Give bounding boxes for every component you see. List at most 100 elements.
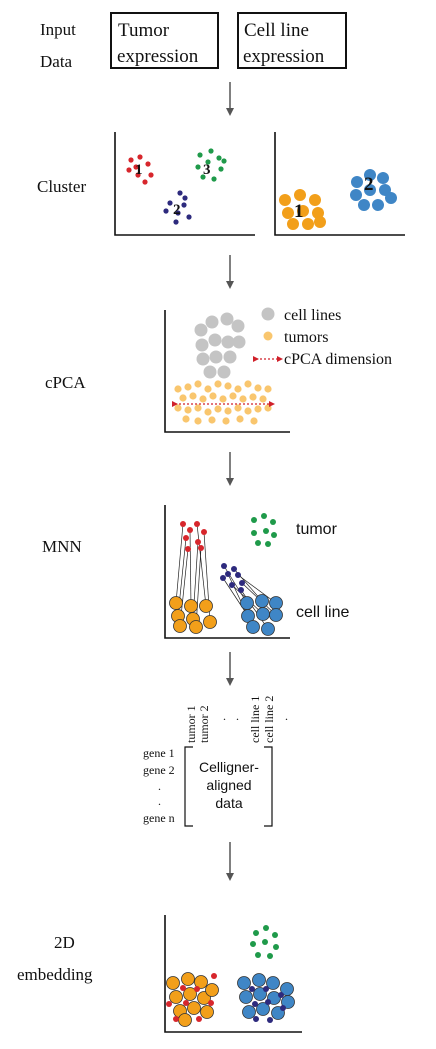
mnn-tumor-label: tumor: [296, 521, 338, 538]
cluster-orange-point-6: [312, 207, 324, 219]
cluster-left-number-1: 1: [135, 162, 143, 178]
column-header-cell-line-1: cell line 1: [248, 696, 262, 743]
mnn-orange-points: [169, 596, 217, 634]
embedding-red-points: [166, 973, 217, 1022]
legend-cell-lines-label: cell lines: [284, 307, 341, 324]
mnn-red-point-8: [198, 545, 204, 551]
cpca-tumor-point-10: [264, 385, 272, 393]
cpca-tumor-point-24: [214, 405, 222, 413]
cpca-cell-line-point-8: [232, 335, 246, 349]
cluster-left-red-points: [126, 154, 154, 185]
embedding-green-point-7: [255, 952, 261, 958]
cpca-tumor-point-9: [254, 384, 262, 392]
cluster-orange-point-1: [279, 194, 291, 206]
cluster-blue-point-3: [377, 172, 389, 184]
mnn-label: MNN: [42, 537, 82, 556]
cluster-right-blue-points: [350, 169, 397, 211]
mnn-cell-line-label: cell line: [296, 604, 349, 621]
cluster-left-number-2: 2: [173, 202, 181, 218]
cluster-orange-point-8: [302, 218, 314, 230]
cpca-tumor-point-20: [174, 404, 182, 412]
mnn-red-points: [180, 521, 207, 552]
cpca-cell-line-point-10: [209, 350, 223, 364]
mnn-blue-point-5: [256, 607, 270, 621]
mnn-axes: [164, 505, 290, 639]
cpca-tumor-point-32: [208, 416, 216, 424]
embedding-green-point-1: [253, 930, 259, 936]
cell-line-expression-line1: Cell line: [244, 20, 309, 41]
cpca-section: cPCA cell lines tumors cPCA dimension: [45, 307, 392, 433]
row-dot-1: .: [158, 779, 161, 793]
embedding-navy-point-5: [265, 999, 271, 1005]
cluster-red-point-6: [148, 172, 154, 178]
embedding-red-point-7: [211, 973, 217, 979]
cluster-red-point-3: [145, 161, 151, 167]
column-header-tumor-2: tumor 2: [197, 705, 211, 743]
embedding-navy-point-7: [253, 1016, 259, 1022]
embedding-navy-points: [249, 986, 286, 1023]
cpca-cell-line-point-2: [205, 315, 219, 329]
embedding-orange-point-10: [200, 1005, 214, 1019]
embedding-red-point-4: [166, 1001, 172, 1007]
cpca-cell-line-point-11: [223, 350, 237, 364]
cell-line-expression-box: [237, 12, 347, 69]
matrix-center-line3: data: [215, 795, 242, 811]
input-label-line2: Data: [40, 52, 73, 71]
mnn-navy-point-4: [220, 575, 226, 581]
cluster-red-point-7: [142, 179, 148, 185]
cpca-label: cPCA: [45, 373, 86, 392]
cpca-tumor-point-3: [194, 380, 202, 388]
cpca-cell-line-point-7: [221, 335, 235, 349]
embedding-orange-point-1: [166, 976, 180, 990]
cpca-tumor-point-31: [194, 417, 202, 425]
cpca-cell-line-point-12: [203, 365, 217, 379]
embedding-blue-point-5: [239, 990, 253, 1004]
cluster-navy-point-8: [182, 195, 188, 201]
cluster-navy-point-7: [173, 219, 179, 225]
embedding-blue-points: [237, 973, 295, 1020]
cluster-left-navy-points: [163, 190, 192, 225]
cluster-red-point-8: [133, 164, 139, 170]
cluster-green-point-1: [197, 152, 203, 158]
cluster-right-number-1: 1: [294, 201, 304, 222]
embedding-axes: [164, 915, 302, 1033]
cpca-tumor-point-28: [254, 405, 262, 413]
cpca-tumor-point-30: [182, 415, 190, 423]
mnn-orange-point-6: [203, 615, 217, 629]
mnn-orange-point-7: [173, 619, 187, 633]
cluster-blue-point-1: [351, 176, 363, 188]
embedding-label-line1: 2D: [54, 933, 75, 952]
embedding-green-point-5: [262, 939, 268, 945]
embedding-green-point-8: [267, 953, 273, 959]
cpca-tumor-point-1: [174, 385, 182, 393]
embedding-orange-point-7: [205, 983, 219, 997]
mnn-navy-point-7: [225, 571, 231, 577]
row-header-gene-1: gene 1: [143, 746, 175, 760]
embedding-blue-point-10: [256, 1002, 270, 1016]
cluster-left-number-3: 3: [203, 162, 211, 178]
cluster-navy-point-5: [175, 210, 181, 216]
cluster-orange-point-2: [294, 189, 306, 201]
embedding-navy-point-4: [252, 1001, 258, 1007]
tumor-expression-box: [110, 12, 219, 69]
mnn-orange-point-1: [169, 596, 183, 610]
embedding-navy-point-8: [267, 1017, 273, 1023]
cpca-tumor-point-26: [234, 404, 242, 412]
embedding-orange-point-11: [178, 1013, 192, 1027]
cpca-tumor-point-6: [224, 382, 232, 390]
mnn-red-point-7: [185, 546, 191, 552]
cluster-orange-point-5: [297, 205, 309, 217]
cpca-cell-line-points: [194, 312, 246, 379]
cluster-navy-point-6: [186, 214, 192, 220]
mnn-navy-point-5: [229, 582, 235, 588]
embedding-red-point-3: [208, 1000, 214, 1006]
embedding-red-point-1: [180, 985, 186, 991]
cpca-tumor-point-11: [179, 394, 187, 402]
mnn-blue-point-2: [255, 594, 269, 608]
matrix-right-bracket: [264, 746, 273, 827]
cpca-cell-line-point-6: [208, 333, 222, 347]
cpca-tumor-point-27: [244, 407, 252, 415]
cpca-cell-line-point-1: [194, 323, 208, 337]
mnn-navy-point-1: [221, 563, 227, 569]
